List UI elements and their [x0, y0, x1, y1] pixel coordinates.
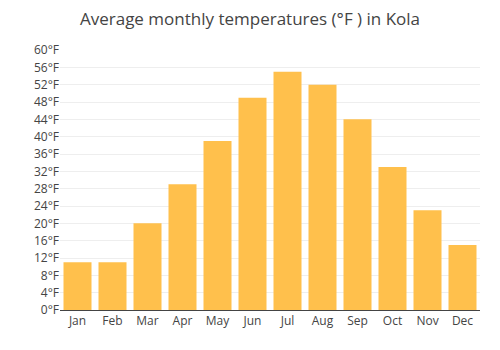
- svg-text:Average monthly temperatures (: Average monthly temperatures (°F ) in Ko…: [80, 7, 420, 30]
- svg-text:40°F: 40°F: [34, 128, 59, 145]
- svg-text:16°F: 16°F: [34, 232, 59, 249]
- svg-text:Mar: Mar: [136, 312, 158, 329]
- svg-text:Feb: Feb: [102, 312, 122, 329]
- svg-text:36°F: 36°F: [34, 145, 59, 162]
- svg-text:12°F: 12°F: [34, 249, 59, 266]
- svg-text:Jun: Jun: [243, 312, 262, 329]
- svg-text:60°F: 60°F: [34, 41, 59, 58]
- svg-text:Apr: Apr: [173, 312, 193, 329]
- svg-text:56°F: 56°F: [34, 59, 59, 76]
- svg-text:Oct: Oct: [383, 312, 402, 329]
- svg-text:44°F: 44°F: [34, 111, 59, 128]
- svg-text:20°F: 20°F: [34, 215, 59, 232]
- svg-text:Nov: Nov: [416, 312, 438, 329]
- svg-text:Jan: Jan: [68, 312, 86, 329]
- svg-text:52°F: 52°F: [34, 76, 59, 93]
- svg-text:Sep: Sep: [347, 312, 368, 329]
- svg-text:4°F: 4°F: [41, 284, 59, 301]
- svg-text:32°F: 32°F: [34, 163, 59, 180]
- svg-text:Jul: Jul: [280, 312, 295, 329]
- svg-text:Aug: Aug: [312, 312, 334, 329]
- svg-text:Dec: Dec: [452, 312, 473, 329]
- svg-text:28°F: 28°F: [34, 180, 59, 197]
- svg-text:48°F: 48°F: [34, 93, 59, 110]
- svg-text:8°F: 8°F: [41, 267, 59, 284]
- svg-text:0°F: 0°F: [41, 301, 59, 318]
- svg-text:24°F: 24°F: [34, 197, 59, 214]
- svg-text:May: May: [206, 312, 230, 329]
